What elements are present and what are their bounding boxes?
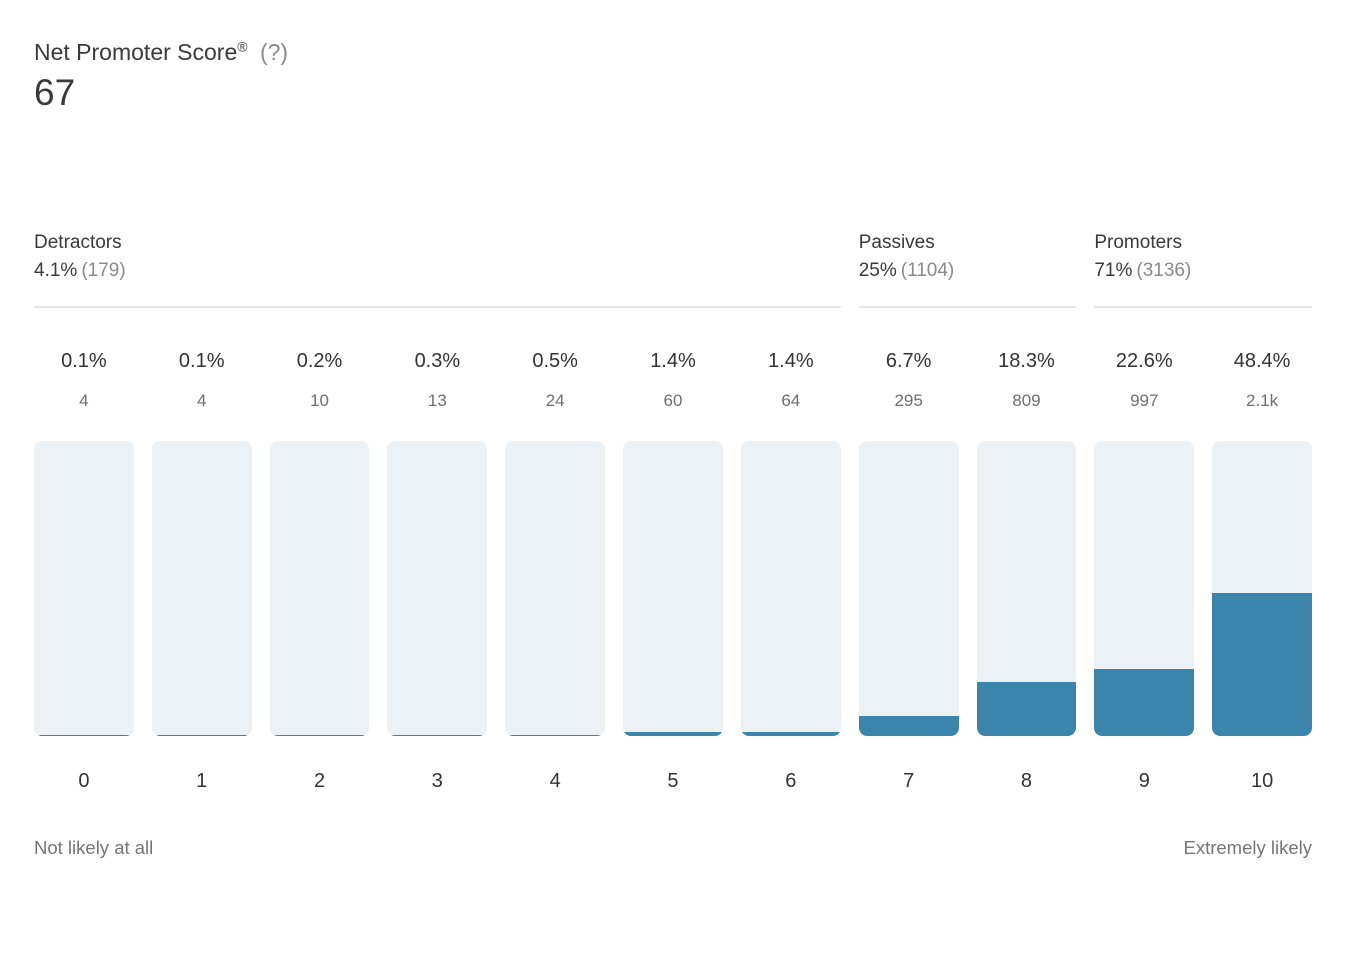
bar-column-7: 6.7% 295 7 xyxy=(858,348,959,794)
bar-column-5: 1.4% 60 5 xyxy=(623,348,723,794)
group-passives: Passives 25% (1104) xyxy=(858,230,1077,308)
bar-column-2: 0.2% 10 2 xyxy=(269,348,370,794)
group-value: 71% (3136) xyxy=(1094,256,1312,286)
bar-count-label: 295 xyxy=(894,391,923,410)
bar-track xyxy=(858,441,959,736)
bar-percent-label: 18.3% xyxy=(998,350,1055,372)
bar-x-label: 2 xyxy=(313,770,326,792)
bar-percent-label: 0.5% xyxy=(532,350,578,372)
bar-percent-label: 0.3% xyxy=(414,350,461,372)
bar-track xyxy=(151,441,252,736)
bar-track xyxy=(1212,441,1312,736)
bar-column-4: 0.5% 24 4 xyxy=(505,348,606,794)
bar-count-label: 4 xyxy=(196,391,207,410)
bar-count-label: 10 xyxy=(310,391,329,410)
bar-percent-label: 48.4% xyxy=(1233,350,1291,372)
bar-column-6: 1.4% 64 6 xyxy=(740,348,841,794)
registered-trademark: ® xyxy=(237,38,248,55)
nps-widget: Net Promoter Score® (?) 67 Detractors 4.… xyxy=(34,38,1312,860)
bar-track xyxy=(623,441,723,736)
bar-track xyxy=(505,441,606,736)
bar-count-label: 64 xyxy=(781,391,801,410)
group-label: Detractors xyxy=(34,232,122,253)
nps-title: Net Promoter Score xyxy=(34,39,238,65)
bar-percent-label: 1.4% xyxy=(768,350,814,372)
bar-fill xyxy=(858,716,959,736)
nps-bar-chart: 0.1% 4 0 0.1% 4 1 0.2% 10 2 0.3% 13 3 0.… xyxy=(34,348,1312,794)
group-detractors: Detractors 4.1% (179) xyxy=(34,230,841,308)
bar-fill xyxy=(505,734,606,736)
bar-count-label: 4 xyxy=(79,391,89,410)
group-label: Passives xyxy=(858,232,935,253)
axis-end-labels: Not likely at all Extremely likely xyxy=(34,836,1312,860)
group-summary-row: Detractors 4.1% (179) Passives 25% (1104) … xyxy=(34,230,1312,308)
bar-fill xyxy=(269,735,370,736)
bar-fill xyxy=(623,731,723,736)
bar-fill xyxy=(387,735,488,736)
bar-track xyxy=(34,441,134,736)
bar-x-label: 4 xyxy=(549,770,561,792)
bar-fill xyxy=(1212,593,1312,736)
bar-column-0: 0.1% 4 0 xyxy=(34,348,134,794)
bar-count-label: 997 xyxy=(1130,391,1159,410)
group-value: 4.1% (179) xyxy=(34,256,841,286)
bar-track xyxy=(740,441,841,736)
bar-column-1: 0.1% 4 1 xyxy=(151,348,252,794)
bar-column-8: 18.3% 809 8 xyxy=(976,348,1077,794)
bar-track xyxy=(1094,441,1195,736)
group-count: (3136) xyxy=(1136,260,1192,281)
nps-score-value: 67 xyxy=(34,72,76,113)
bar-count-label: 809 xyxy=(1012,391,1041,410)
group-label: Promoters xyxy=(1094,232,1182,253)
bar-column-9: 22.6% 997 9 xyxy=(1094,348,1195,794)
bar-x-label: 9 xyxy=(1138,770,1150,792)
bar-x-label: 10 xyxy=(1250,770,1274,792)
page-title: Net Promoter Score® (?) xyxy=(34,38,1312,66)
bar-x-label: 5 xyxy=(667,770,679,792)
group-count: (1104) xyxy=(900,260,955,281)
bar-track xyxy=(269,441,370,736)
bar-column-10: 48.4% 2.1k 10 xyxy=(1212,348,1312,794)
bar-column-3: 0.3% 13 3 xyxy=(387,348,488,794)
bar-x-label: 7 xyxy=(903,770,915,792)
axis-label-left: Not likely at all xyxy=(34,837,154,858)
bar-percent-label: 6.7% xyxy=(885,350,932,372)
bar-fill xyxy=(740,731,841,736)
bar-track xyxy=(976,441,1077,736)
group-percent: 4.1% xyxy=(34,260,78,281)
bar-count-label: 60 xyxy=(663,391,683,410)
bar-track xyxy=(387,441,488,736)
bar-percent-label: 1.4% xyxy=(650,350,696,372)
bar-x-label: 1 xyxy=(196,770,208,792)
bar-count-label: 13 xyxy=(427,391,447,410)
bar-fill xyxy=(151,735,252,736)
bar-percent-label: 0.2% xyxy=(296,350,343,372)
bar-percent-label: 0.1% xyxy=(178,350,225,372)
group-count: (179) xyxy=(81,260,126,281)
bar-fill xyxy=(976,682,1077,736)
bar-fill xyxy=(1094,669,1195,736)
bar-count-label: 24 xyxy=(545,391,565,410)
axis-label-right: Extremely likely xyxy=(1183,837,1313,858)
bar-count-label: 2.1k xyxy=(1246,391,1279,410)
bar-x-label: 0 xyxy=(78,770,90,792)
bar-percent-label: 22.6% xyxy=(1115,350,1173,372)
bar-x-label: 6 xyxy=(785,770,797,792)
bar-fill xyxy=(34,735,134,736)
bar-percent-label: 0.1% xyxy=(61,350,107,372)
help-icon[interactable]: (?) xyxy=(259,39,289,65)
group-promoters: Promoters 71% (3136) xyxy=(1094,230,1312,308)
bar-x-label: 8 xyxy=(1020,770,1032,792)
group-percent: 71% xyxy=(1094,260,1133,281)
bar-x-label: 3 xyxy=(431,770,443,792)
group-percent: 25% xyxy=(858,260,897,281)
group-value: 25% (1104) xyxy=(859,256,1077,286)
